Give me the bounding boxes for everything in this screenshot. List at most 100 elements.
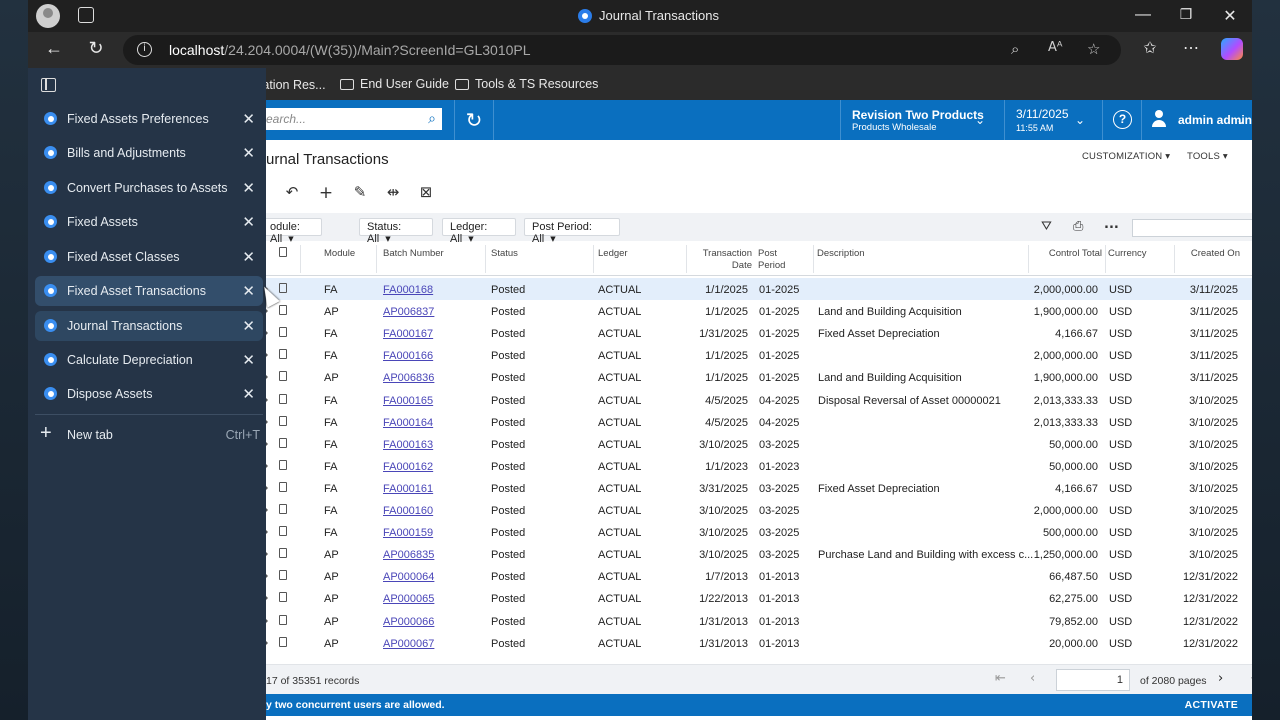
table-row[interactable]: AP AP006837 Posted ACTUAL 1/1/2025 01-2025 Lan… [266, 300, 1252, 322]
cell-batch-number[interactable]: FA000162 [383, 460, 434, 473]
maximize-button[interactable]: ❐ [1179, 6, 1193, 22]
search-icon[interactable]: ⌕ [428, 111, 436, 127]
filter-icon[interactable]: ⛛ [1041, 219, 1052, 234]
undo-icon[interactable]: ↶ [285, 183, 299, 201]
table-row[interactable]: FA FA000162 Posted ACTUAL 1/1/2023 01-2023 50,… [266, 455, 1252, 477]
tab-dispose-assets[interactable]: Dispose Assets ✕ [35, 379, 263, 409]
status-filter[interactable]: Status: All ▼ [359, 218, 433, 245]
table-row[interactable]: FA FA000164 Posted ACTUAL 4/5/2025 04-2025 2,0… [266, 411, 1252, 433]
page-number-input[interactable]: 1 [1056, 669, 1130, 691]
more-icon[interactable]: ... [1104, 217, 1119, 232]
table-row[interactable]: FA FA000163 Posted ACTUAL 3/10/2025 03-2025 50… [266, 433, 1252, 455]
more-menu-icon[interactable]: ⋯ [1183, 40, 1199, 57]
module-filter[interactable]: odule: All ▼ [266, 218, 322, 245]
customization-menu[interactable]: CUSTOMIZATION ▾ [1082, 151, 1171, 162]
post-period-filter[interactable]: Post Period: All ▼ [524, 218, 620, 245]
cell-batch-number[interactable]: AP006837 [383, 306, 435, 319]
column-batch-number[interactable]: Batch Number [383, 248, 444, 259]
file-icon[interactable] [279, 636, 287, 647]
zoom-icon[interactable]: ⌕ [1011, 40, 1020, 58]
column-module[interactable]: Module [324, 248, 356, 259]
close-icon[interactable]: ✕ [242, 352, 255, 369]
tab-fixed-assets-preferences[interactable]: Fixed Assets Preferences ✕ [35, 104, 263, 134]
favorite-tools-ts-resources[interactable]: Tools & TS Resources [455, 77, 598, 91]
cell-batch-number[interactable]: AP000066 [383, 615, 435, 628]
tab-fixed-asset-classes[interactable]: Fixed Asset Classes ✕ [35, 242, 263, 272]
file-icon[interactable] [279, 415, 287, 426]
read-aloud-icon[interactable]: Aᴬ [1048, 40, 1063, 55]
column-control-total[interactable]: Control Total [1048, 248, 1102, 259]
cell-batch-number[interactable]: FA000166 [383, 350, 434, 363]
close-icon[interactable]: ✕ [242, 249, 255, 266]
file-icon[interactable] [279, 570, 287, 581]
file-icon[interactable] [279, 459, 287, 470]
copilot-icon[interactable] [1221, 38, 1243, 60]
grid-search-input[interactable]: ⌕ [1132, 219, 1252, 237]
next-page-icon[interactable]: › [1218, 671, 1224, 686]
file-icon[interactable] [279, 283, 287, 293]
site-info-icon[interactable]: i [137, 42, 152, 57]
last-page-icon[interactable]: ⇥ [1251, 671, 1252, 686]
back-button[interactable]: ← [45, 38, 63, 58]
cell-batch-number[interactable]: AP000064 [383, 571, 435, 584]
close-icon[interactable]: ✕ [242, 145, 255, 162]
table-row[interactable]: FA FA000167 Posted ACTUAL 1/31/2025 01-2025 Fi… [266, 322, 1252, 344]
file-icon[interactable] [279, 371, 287, 382]
tab-bills-and-adjustments[interactable]: Bills and Adjustments ✕ [35, 138, 263, 168]
branch-selector[interactable]: Revision Two Products Products Wholesale… [840, 100, 1004, 140]
file-icon[interactable] [279, 614, 287, 625]
table-row[interactable]: FA FA000161 Posted ACTUAL 3/31/2025 03-2025 Fi… [266, 477, 1252, 499]
history-icon[interactable]: ↻ [454, 100, 494, 140]
close-icon[interactable]: ✕ [242, 214, 255, 231]
previous-page-icon[interactable]: ‹ [1030, 671, 1036, 686]
close-icon[interactable]: ✕ [242, 180, 255, 197]
cell-batch-number[interactable]: FA000164 [383, 416, 434, 429]
refresh-button[interactable]: ↻ [88, 38, 104, 58]
cell-batch-number[interactable]: FA000165 [383, 394, 434, 407]
table-row[interactable]: AP AP000065 Posted ACTUAL 1/22/2013 01-2013 62… [266, 587, 1252, 609]
save-filter-icon[interactable]: ⎙ [1073, 219, 1084, 234]
column-post-period[interactable]: Post Period [758, 248, 785, 272]
sidebar-toggle-icon[interactable] [41, 78, 56, 92]
cell-batch-number[interactable]: AP006836 [383, 372, 435, 385]
tab-calculate-depreciation[interactable]: Calculate Depreciation ✕ [35, 345, 263, 375]
table-row[interactable]: FA FA000165 Posted ACTUAL 4/5/2025 04-2025 Dis… [266, 389, 1252, 411]
tab-convert-purchases[interactable]: Convert Purchases to Assets ✕ [35, 173, 263, 203]
column-currency[interactable]: Currency [1108, 248, 1147, 259]
add-icon[interactable]: + [318, 183, 334, 203]
table-row[interactable]: FA FA000166 Posted ACTUAL 1/1/2025 01-2025 2,0… [266, 344, 1252, 366]
column-created-on[interactable]: Created On [1190, 248, 1240, 259]
close-icon[interactable]: ✕ [242, 111, 255, 128]
ledger-filter[interactable]: Ledger: All ▼ [442, 218, 516, 245]
favorites-icon[interactable]: ✩ [1143, 38, 1157, 57]
table-row[interactable]: FA FA000168 Posted ACTUAL 1/1/2025 01-2025 2,0… [266, 278, 1252, 300]
file-icon[interactable] [279, 393, 287, 404]
table-row[interactable]: AP AP000067 Posted ACTUAL 1/31/2013 01-2013 20… [266, 632, 1252, 654]
user-menu[interactable]: admin admin ⌄ [1142, 100, 1252, 140]
cell-batch-number[interactable]: FA000167 [383, 328, 434, 341]
close-icon[interactable]: ✕ [242, 318, 255, 335]
tab-actions-icon[interactable] [78, 7, 94, 23]
cell-batch-number[interactable]: AP006835 [383, 549, 435, 562]
profile-avatar[interactable] [36, 4, 60, 28]
close-icon[interactable]: ✕ [242, 283, 255, 300]
tab-fixed-assets[interactable]: Fixed Assets ✕ [35, 207, 263, 237]
table-row[interactable]: AP AP006836 Posted ACTUAL 1/1/2025 01-2025 Lan… [266, 366, 1252, 388]
cell-batch-number[interactable]: FA000161 [383, 482, 434, 495]
cell-batch-number[interactable]: FA000160 [383, 505, 434, 517]
file-icon[interactable] [279, 481, 287, 492]
cell-batch-number[interactable]: FA000159 [383, 527, 434, 540]
search-input[interactable]: earch... ⌕ [266, 108, 442, 130]
first-page-icon[interactable]: ⇤ [995, 671, 1006, 686]
minimize-button[interactable]: — [1135, 6, 1151, 23]
column-status[interactable]: Status [491, 248, 518, 259]
table-row[interactable]: FA FA000159 Posted ACTUAL 3/10/2025 03-2025 50… [266, 521, 1252, 543]
file-icon[interactable] [279, 548, 287, 559]
business-date-selector[interactable]: 3/11/2025 11:55 AM ⌄ [1004, 100, 1102, 140]
file-icon[interactable] [279, 437, 287, 448]
table-row[interactable]: AP AP000064 Posted ACTUAL 1/7/2013 01-2013 66,… [266, 565, 1252, 587]
table-row[interactable]: FA FA000160 Posted ACTUAL 3/10/2025 03-2025 2,… [266, 499, 1252, 521]
edit-icon[interactable]: ✎ [353, 183, 367, 201]
tab-fixed-asset-transactions[interactable]: Fixed Asset Transactions ✕ [35, 276, 263, 306]
cell-batch-number[interactable]: FA000168 [383, 284, 434, 296]
